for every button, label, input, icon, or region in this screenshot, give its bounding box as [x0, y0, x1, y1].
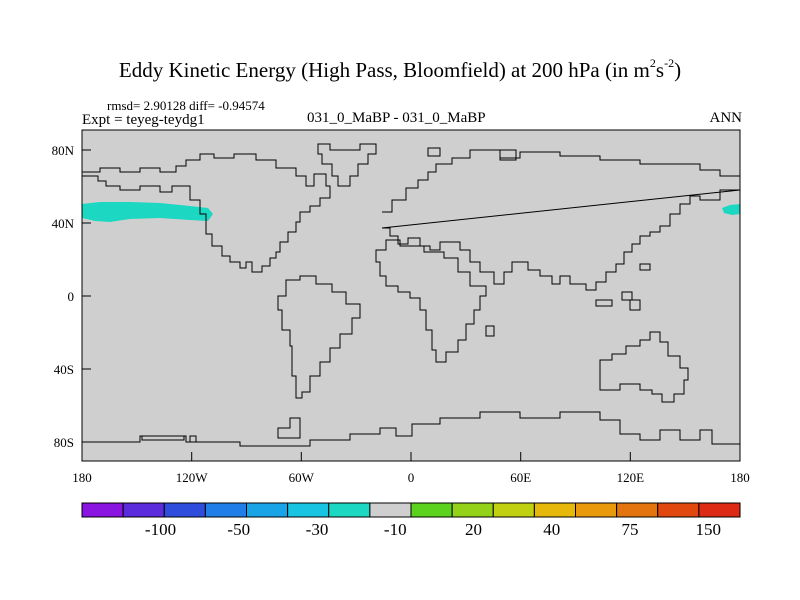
anomaly-region-pacific [82, 202, 213, 222]
coast-north-america [82, 153, 331, 273]
colorbar-swatch [533, 502, 577, 518]
colorbar-label: -30 [306, 520, 329, 539]
colorbar-label: 150 [696, 520, 722, 539]
coast-islands [427, 147, 651, 337]
colorbar-swatch [163, 502, 206, 518]
colorbar-swatch [369, 502, 412, 518]
colorbar-swatch [698, 502, 741, 518]
colorbar-label: 40 [543, 520, 560, 539]
colorbar-swatch [657, 502, 700, 518]
colorbar-swatch [575, 502, 618, 518]
colorbar-swatch [246, 502, 289, 518]
colorbar-label: -100 [145, 520, 176, 539]
lon-label-120w: 120W [176, 470, 209, 485]
lon-label-180w: 180 [72, 470, 92, 485]
coast-greenland [317, 143, 377, 187]
colorbar-swatch [616, 502, 659, 518]
colorbar-swatch [122, 502, 165, 518]
colorbar-label: 20 [465, 520, 482, 539]
colorbar-swatch [410, 502, 453, 518]
experiment-label: Expt = teyeg-teydg1 [82, 112, 205, 128]
map-background [82, 130, 740, 461]
plot-title: Eddy Kinetic Energy (High Pass, Bloomfie… [118, 56, 682, 82]
season-label: ANN [709, 110, 743, 126]
coastlines [82, 143, 741, 447]
colorbar-swatch [328, 502, 371, 518]
lon-label-60e: 60E [510, 470, 531, 485]
coast-eurasia [381, 149, 741, 291]
lat-label-80s: 80S [54, 435, 74, 450]
lat-ticks [82, 149, 91, 443]
lat-label-40s: 40S [54, 362, 74, 377]
colorbar-label: 75 [622, 520, 639, 539]
lon-label-0: 0 [408, 470, 415, 485]
case-label: 031_0_MaBP - 031_0_MaBP [307, 110, 486, 126]
colorbar-swatch [204, 502, 248, 518]
coast-antarctica [82, 411, 740, 447]
coast-australia [599, 331, 689, 403]
colorbar-swatch [81, 502, 124, 518]
colorbar-labels: -100 -50 -30 -10 20 40 75 150 [145, 520, 721, 539]
colorbar [81, 502, 741, 518]
stats-text: rmsd= 2.90128 diff= -0.94574 [107, 98, 265, 113]
coast-africa [375, 239, 487, 363]
anomaly-region-dateline [722, 204, 740, 215]
colorbar-swatch [492, 502, 535, 518]
coast-south-america [277, 275, 361, 399]
lat-label-0: 0 [68, 289, 75, 304]
colorbar-swatch [287, 502, 330, 518]
colorbar-swatch [451, 502, 494, 518]
coast-antarctic-islands [141, 417, 301, 443]
colorbar-label: -50 [227, 520, 250, 539]
lat-label-40n: 40N [52, 216, 75, 231]
lon-label-120e: 120E [617, 470, 645, 485]
lon-label-60w: 60W [289, 470, 315, 485]
lon-ticks [81, 452, 741, 461]
lat-label-80n: 80N [52, 143, 75, 158]
colorbar-label: -10 [384, 520, 407, 539]
lon-label-180e: 180 [730, 470, 750, 485]
